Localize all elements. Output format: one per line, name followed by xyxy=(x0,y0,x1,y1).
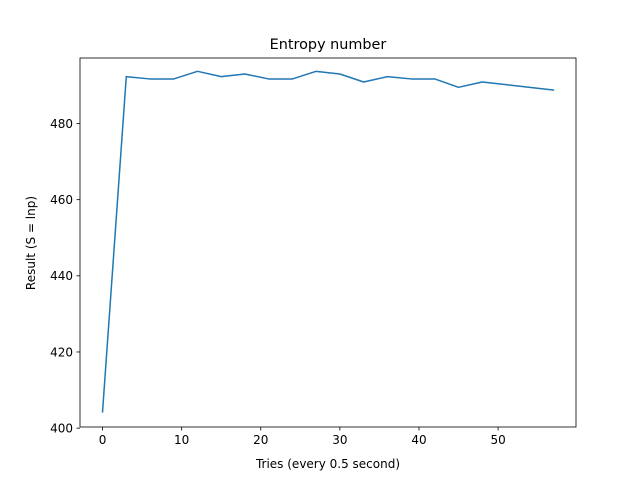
y-tick-label: 460 xyxy=(50,193,73,207)
x-tick-label: 10 xyxy=(174,433,189,447)
plot-frame xyxy=(79,57,577,428)
y-axis-label: Result (S = lnp) xyxy=(24,196,38,290)
x-tick-label: 50 xyxy=(490,433,505,447)
y-tick-label: 420 xyxy=(50,345,73,359)
x-axis-label: Tries (every 0.5 second) xyxy=(255,457,400,471)
y-tick-label: 400 xyxy=(50,421,73,435)
x-tick-label: 40 xyxy=(411,433,426,447)
x-tick-label: 0 xyxy=(99,433,107,447)
chart-title: Entropy number xyxy=(270,37,387,53)
x-tick-label: 20 xyxy=(253,433,268,447)
y-tick-label: 480 xyxy=(50,117,73,131)
x-tick-label: 30 xyxy=(332,433,347,447)
axis-ticks: 0 10 20 30 40 50 400 420 440 460 480 xyxy=(50,117,506,447)
y-tick-label: 440 xyxy=(50,269,73,283)
plot-area xyxy=(79,57,577,428)
series-line-0 xyxy=(101,70,555,413)
